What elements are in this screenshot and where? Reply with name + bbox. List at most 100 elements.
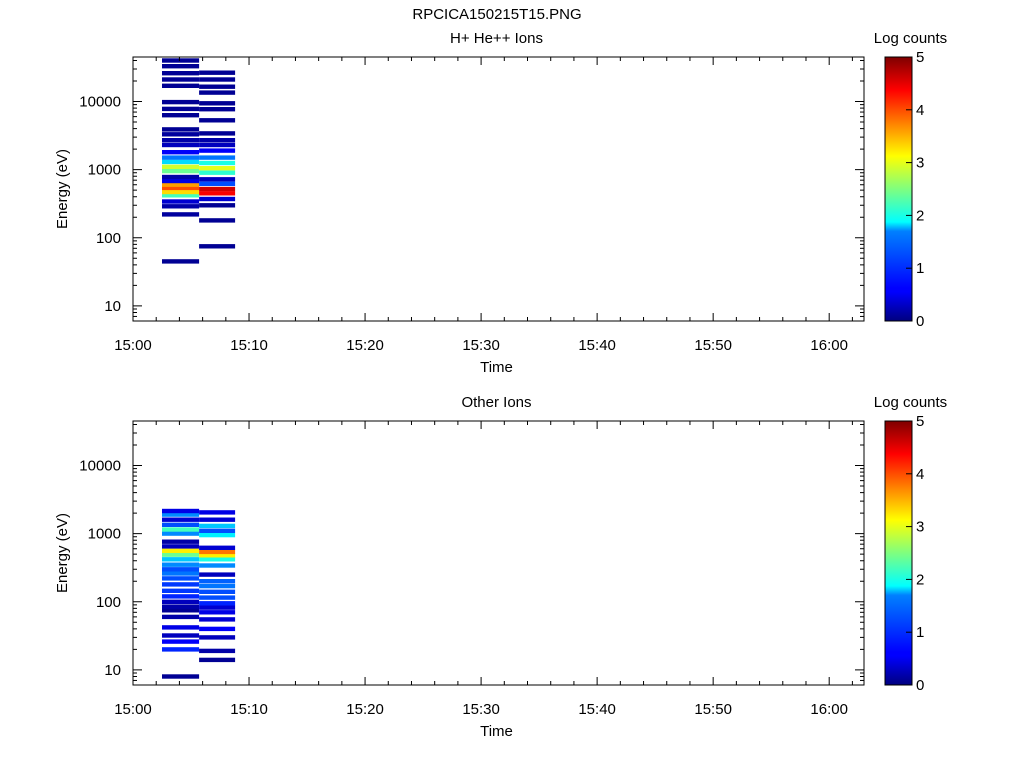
spectrogram-cell xyxy=(162,168,200,174)
spectrogram-cell xyxy=(162,132,200,137)
colorbar-tick-label: 0 xyxy=(916,313,924,330)
spectrogram-cell xyxy=(162,164,200,169)
spectrogram-cell xyxy=(162,155,200,160)
spectrogram-cell xyxy=(162,531,200,536)
spectrogram-cell xyxy=(162,633,200,638)
spectrogram-cell xyxy=(199,589,236,594)
spectrogram-cell xyxy=(162,571,200,576)
spectrogram-cell xyxy=(162,639,200,644)
spectrogram-cell xyxy=(199,186,236,192)
x-tick-label: 16:00 xyxy=(810,701,848,718)
colorbar-tick-label: 1 xyxy=(916,260,924,277)
spectrogram-cell xyxy=(199,553,236,558)
spectrogram-cell xyxy=(162,150,200,155)
spectrogram-cell xyxy=(199,170,236,175)
spectrogram-cell xyxy=(199,557,236,562)
spectrogram-cell xyxy=(162,189,200,195)
spectrogram-cell xyxy=(162,127,200,132)
spectrogram-cell xyxy=(199,244,236,249)
spectrogram-cell xyxy=(162,614,200,620)
spectrogram-cell xyxy=(199,626,236,632)
spectrogram-cell xyxy=(162,77,200,82)
spectrogram-cell xyxy=(199,579,236,584)
spectrogram-cell xyxy=(199,532,236,538)
spectrogram-cell xyxy=(199,138,236,143)
spectrogram-cell xyxy=(199,101,236,106)
colorbar-tick-label: 4 xyxy=(916,102,924,119)
colorbar-tick-label: 5 xyxy=(916,413,924,430)
y-tick-label: 1000 xyxy=(88,526,121,543)
spectrogram-cell xyxy=(162,193,200,198)
panel-title: H+ He++ Ions xyxy=(450,30,543,47)
spectrogram-cell xyxy=(162,106,200,112)
spectrogram-cell xyxy=(162,259,200,264)
spectrogram-cell xyxy=(162,539,200,544)
spectrogram-cell xyxy=(199,617,236,622)
spectrogram-cell xyxy=(162,83,200,88)
spectrogram-cell xyxy=(199,572,236,577)
spectrogram-cell xyxy=(199,77,236,82)
spectrogram-cell xyxy=(162,599,200,604)
colorbar-tick-label: 4 xyxy=(916,466,924,483)
spectrogram-cell xyxy=(162,508,200,514)
panel-title: Other Ions xyxy=(461,394,531,411)
spectrogram-cell xyxy=(199,118,236,123)
spectrogram-cell xyxy=(199,155,236,160)
x-tick-label: 15:00 xyxy=(114,337,152,354)
spectrogram-cell xyxy=(162,178,200,184)
y-axis-label: Energy (eV) xyxy=(54,149,71,229)
spectrogram-cell xyxy=(162,604,200,609)
spectrogram-cell xyxy=(162,99,200,105)
colorbar-tick-label: 1 xyxy=(916,624,924,641)
x-tick-label: 15:10 xyxy=(230,701,268,718)
spectrogram-cell xyxy=(162,562,200,567)
spectrogram-cell xyxy=(199,549,236,555)
panel-h-he-ions: H+ He++ Ions 15:00 15:10 15:20 15:30 15:40 15:… xyxy=(54,30,947,376)
spectrogram-cell xyxy=(199,605,236,610)
spectrogram-cell xyxy=(162,544,200,549)
spectrogram-cell xyxy=(199,657,236,663)
spectrogram-cell xyxy=(199,545,236,550)
spectrogram-cell xyxy=(199,595,236,600)
spectrogram-cell xyxy=(162,582,200,587)
panel-other-ions: Other Ions 15:00 15:10 15:20 15:30 15:40 15:50… xyxy=(54,394,947,740)
y-tick-label: 10000 xyxy=(79,458,121,475)
y-tick-label: 100 xyxy=(96,230,121,247)
x-tick-label: 15:30 xyxy=(462,701,500,718)
spectrogram-cell xyxy=(199,142,236,148)
spectrogram-cell xyxy=(162,552,200,557)
spectrogram-cell xyxy=(199,583,236,589)
spectrogram-cell xyxy=(162,212,200,217)
colorbar xyxy=(884,420,913,686)
colorbar-label: Log counts xyxy=(874,394,947,411)
spectrogram-cell xyxy=(162,138,200,143)
spectrogram-cell xyxy=(199,148,236,153)
spectrogram-cell xyxy=(162,199,200,204)
spectrogram-cell xyxy=(162,185,200,191)
x-tick-label: 15:40 xyxy=(578,337,616,354)
colorbar-label: Log counts xyxy=(874,30,947,47)
spectrogram-cell xyxy=(162,527,200,532)
spectrogram-cell xyxy=(162,182,200,187)
spectrogram-cell xyxy=(162,588,200,593)
x-tick-label: 15:40 xyxy=(578,701,616,718)
plot-frame xyxy=(132,420,865,686)
colorbar-tick-label: 3 xyxy=(916,155,924,172)
y-tick-label: 1000 xyxy=(88,162,121,179)
spectrogram-cell xyxy=(199,70,236,75)
x-tick-label: 15:20 xyxy=(346,337,384,354)
spectrogram-cell xyxy=(199,517,236,522)
colorbar-tick-label: 5 xyxy=(916,49,924,66)
spectrogram-cell xyxy=(162,517,200,522)
spectrogram-cell xyxy=(199,196,236,202)
spectrogram-cell xyxy=(162,674,200,679)
y-tick-label: 10 xyxy=(104,298,121,315)
spectrogram-cell xyxy=(199,563,236,568)
spectrogram-cell xyxy=(162,64,200,69)
spectrogram-cell xyxy=(162,647,200,652)
x-tick-label: 16:00 xyxy=(810,337,848,354)
spectrogram-cell xyxy=(162,142,200,148)
x-tick-label: 15:50 xyxy=(694,337,732,354)
